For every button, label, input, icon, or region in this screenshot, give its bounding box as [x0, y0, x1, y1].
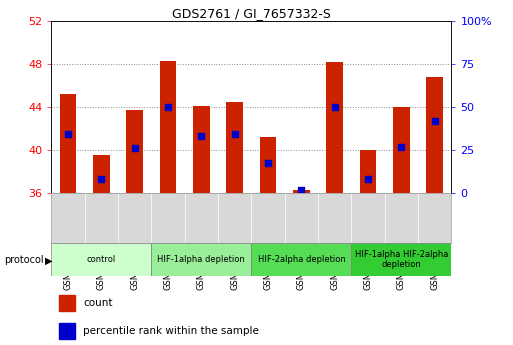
FancyBboxPatch shape — [51, 243, 151, 276]
Point — [364, 176, 372, 182]
Text: HIF-2alpha depletion: HIF-2alpha depletion — [258, 255, 345, 264]
Bar — [293, 190, 310, 193]
Point — [430, 118, 439, 124]
Bar — [426, 77, 443, 193]
Point — [197, 133, 205, 139]
Point — [164, 104, 172, 110]
Bar — [60, 323, 75, 339]
Bar — [360, 150, 377, 193]
Text: HIF-1alpha depletion: HIF-1alpha depletion — [157, 255, 245, 264]
Bar — [60, 94, 76, 193]
FancyBboxPatch shape — [251, 243, 351, 276]
Point — [397, 144, 405, 150]
Title: GDS2761 / GI_7657332-S: GDS2761 / GI_7657332-S — [172, 7, 331, 20]
Bar — [393, 107, 410, 193]
Bar — [60, 295, 75, 311]
Bar — [226, 101, 243, 193]
Point — [130, 145, 139, 151]
Point — [97, 176, 106, 182]
Point — [297, 187, 305, 193]
Text: control: control — [87, 255, 116, 264]
Text: percentile rank within the sample: percentile rank within the sample — [83, 326, 259, 336]
Point — [330, 104, 339, 110]
Point — [264, 160, 272, 166]
Text: count: count — [83, 298, 113, 308]
Bar — [326, 62, 343, 193]
Bar — [126, 110, 143, 193]
Text: protocol: protocol — [4, 256, 44, 265]
FancyBboxPatch shape — [351, 243, 451, 276]
Bar — [193, 106, 210, 193]
Text: ▶: ▶ — [45, 256, 53, 265]
Point — [230, 131, 239, 137]
Text: HIF-1alpha HIF-2alpha
depletion: HIF-1alpha HIF-2alpha depletion — [354, 250, 448, 269]
Bar — [260, 137, 277, 193]
FancyBboxPatch shape — [151, 243, 251, 276]
Point — [64, 131, 72, 137]
Bar — [93, 156, 110, 193]
Bar — [160, 61, 176, 193]
